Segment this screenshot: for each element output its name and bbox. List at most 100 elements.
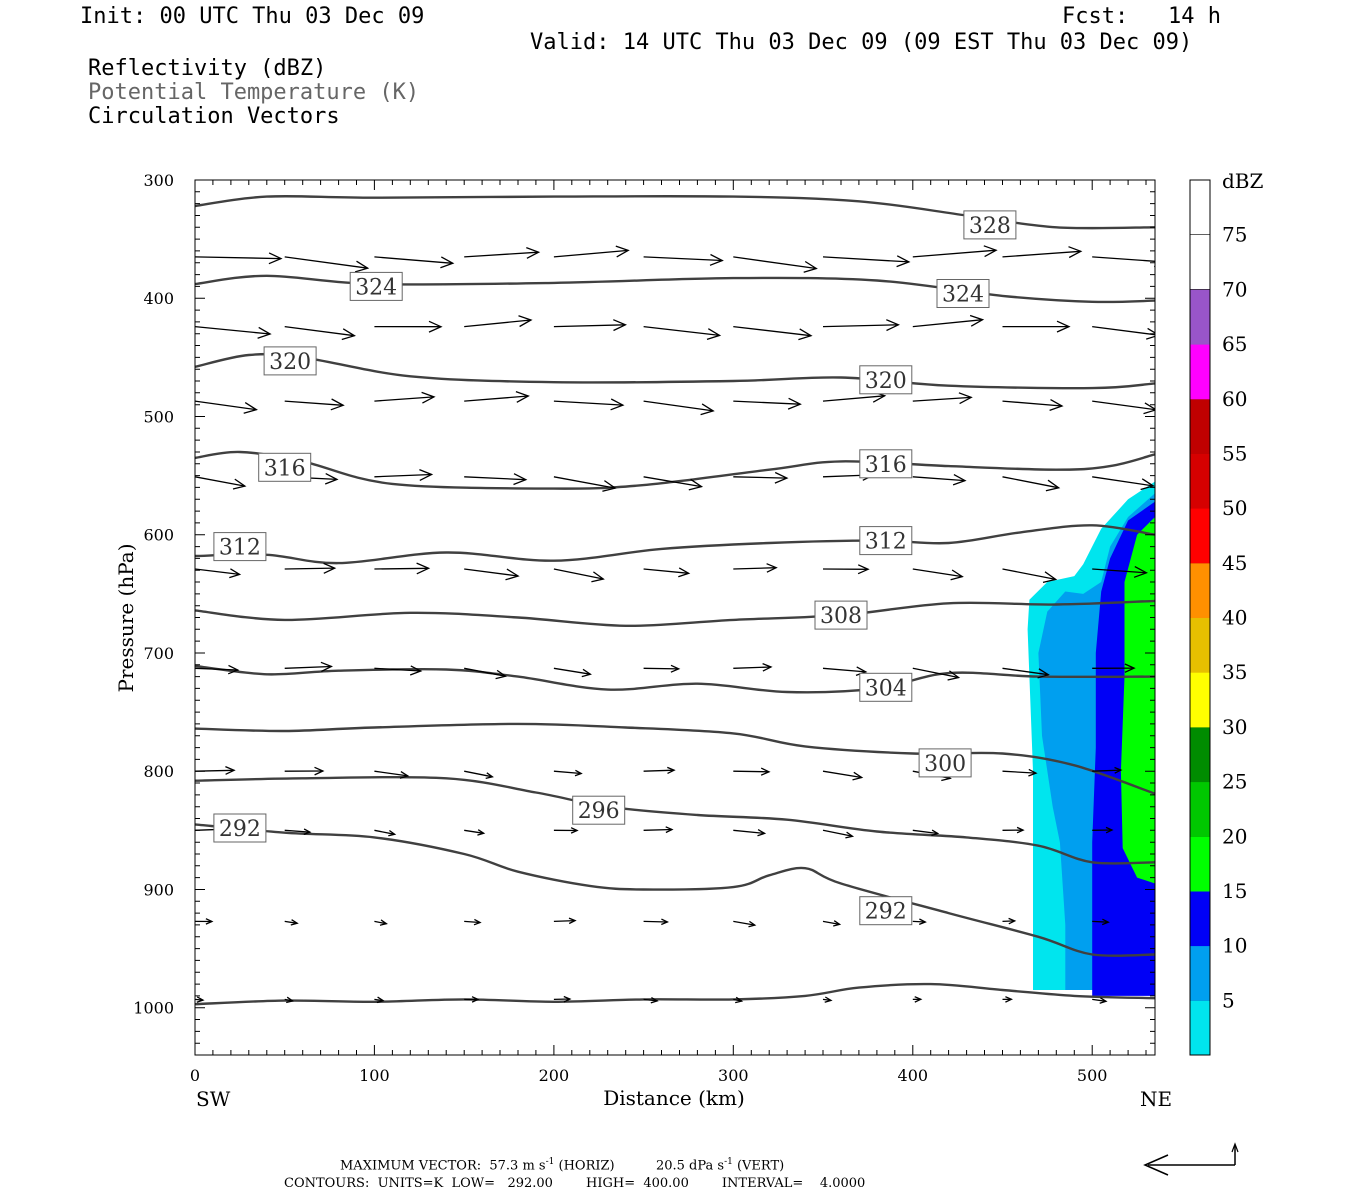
vector-arrow — [464, 667, 508, 680]
vector-arrow — [464, 315, 533, 328]
svg-text:300: 300 — [924, 752, 966, 777]
vector-arrow — [912, 568, 964, 581]
vector-arrow — [195, 252, 283, 265]
vector-arrow — [822, 920, 842, 927]
y-tick-label: 1000 — [133, 999, 174, 1018]
vector-arrow — [1092, 325, 1155, 340]
theta-contour — [195, 823, 1155, 957]
vector-arrow — [464, 390, 530, 403]
svg-text:312: 312 — [219, 536, 261, 561]
vector-arrow — [553, 917, 577, 925]
vector-arrow — [1002, 917, 1017, 925]
vector-arrow — [1092, 997, 1108, 1004]
y-tick-label: 700 — [143, 644, 174, 663]
x-tick-label: 500 — [1077, 1066, 1108, 1085]
colorbar-label: 65 — [1222, 332, 1247, 356]
vector-arrow — [733, 829, 767, 837]
colorbar-swatch-30 — [1190, 726, 1210, 783]
svg-text:320: 320 — [865, 369, 907, 394]
vector-arrow — [733, 471, 789, 484]
colorbar-swatch-35 — [1190, 672, 1210, 728]
y-tick-label: 800 — [143, 762, 174, 781]
dbz-region-20 — [1120, 517, 1155, 884]
vector-arrow — [822, 319, 900, 332]
vector-arrow — [912, 474, 967, 486]
theta-contour — [195, 352, 1155, 390]
svg-text:316: 316 — [865, 453, 907, 478]
colorbar-swatch-65 — [1190, 344, 1210, 400]
init-time: Init: 00 UTC Thu 03 Dec 09 — [80, 4, 425, 29]
left-end-label: SW — [196, 1087, 231, 1111]
vector-arrow — [374, 562, 431, 575]
colorbar-swatch-55 — [1190, 453, 1210, 509]
vector-arrow — [1092, 766, 1123, 774]
colorbar-label: 50 — [1222, 496, 1247, 520]
colorbar-label: 20 — [1222, 824, 1247, 848]
vector-arrow — [733, 397, 802, 410]
colorbar-label: 30 — [1222, 715, 1247, 739]
colorbar-label: 10 — [1222, 934, 1247, 958]
vector-arrow — [643, 918, 669, 926]
colorbar: 5 10 15 20 25 30 35 40 45 50 55 60 65 70 75 — [1189, 179, 1247, 1056]
contour-info-note: CONTOURS: UNITS=K LOW= 292.00 HIGH= 400.… — [284, 1176, 866, 1191]
vector-arrow — [822, 829, 855, 839]
vector-arrow — [374, 468, 434, 481]
vector-arrow — [822, 255, 911, 268]
vector-arrow — [1092, 255, 1155, 268]
theta-contour — [195, 982, 1155, 1006]
right-end-label: NE — [1140, 1087, 1172, 1111]
colorbar-label: 55 — [1222, 441, 1247, 465]
vector-arrow — [553, 245, 630, 258]
vector-arrow — [464, 246, 541, 259]
colorbar-label: 40 — [1222, 606, 1247, 630]
tick-marks — [194, 179, 1155, 1056]
reference-vector — [1143, 1142, 1239, 1176]
vector-arrow — [284, 562, 337, 574]
vector-arrow — [284, 919, 299, 926]
vector-arrow — [195, 400, 258, 414]
vector-arrow — [1002, 568, 1058, 584]
vector-arrow — [733, 325, 813, 341]
vector-arrow — [912, 918, 927, 926]
vector-arrow — [195, 996, 205, 1003]
theta-contours — [195, 194, 1155, 1006]
vector-arrow — [1002, 667, 1050, 679]
valid-time: Valid: 14 UTC Thu 03 Dec 09 (09 EST Thu … — [530, 30, 1193, 55]
forecast-hour: Fcst: 14 h — [1062, 4, 1221, 29]
theta-contour — [195, 722, 1155, 795]
reflectivity-fill — [1027, 481, 1155, 996]
vector-arrow — [1092, 663, 1136, 673]
svg-text:308: 308 — [820, 604, 862, 629]
contour-label-324: 324 — [936, 279, 990, 308]
svg-text:324: 324 — [942, 283, 984, 308]
svg-text:312: 312 — [865, 530, 907, 555]
vector-arrow — [1092, 400, 1155, 415]
vector-arrow — [553, 476, 617, 492]
contour-labels: 328 324 324 320 320 316 316 312 312 308 304 300 296 2… — [213, 210, 1017, 926]
vector-arrow — [1092, 826, 1114, 834]
x-axis-label: Distance (km) — [603, 1086, 745, 1110]
vector-arrow — [284, 325, 356, 341]
x-tick-label: 300 — [718, 1066, 749, 1085]
theta-contour — [195, 664, 1155, 694]
colorbar-label: 15 — [1222, 879, 1247, 903]
field-label-reflectivity: Reflectivity (dBZ) — [88, 56, 327, 81]
svg-text:304: 304 — [865, 676, 907, 701]
contour-label-292: 292 — [213, 813, 267, 843]
vector-arrow — [1002, 476, 1061, 492]
colorbar-label: 25 — [1222, 770, 1247, 794]
y-axis-label: Pressure (hPa) — [114, 544, 138, 693]
vector-arrow — [1002, 320, 1071, 333]
contour-label-300: 300 — [918, 748, 972, 778]
vector-arrow — [643, 476, 704, 491]
contour-label-320: 320 — [859, 365, 913, 395]
vector-arrow — [195, 476, 247, 490]
vector-arrow — [643, 400, 715, 416]
vector-arrow — [643, 997, 659, 1004]
vector-arrow — [1002, 768, 1038, 777]
svg-text:324: 324 — [355, 275, 397, 300]
vector-arrow — [464, 918, 482, 926]
svg-text:296: 296 — [578, 799, 620, 824]
contour-label-312: 312 — [859, 526, 913, 556]
y-tick-label: 600 — [143, 526, 174, 545]
